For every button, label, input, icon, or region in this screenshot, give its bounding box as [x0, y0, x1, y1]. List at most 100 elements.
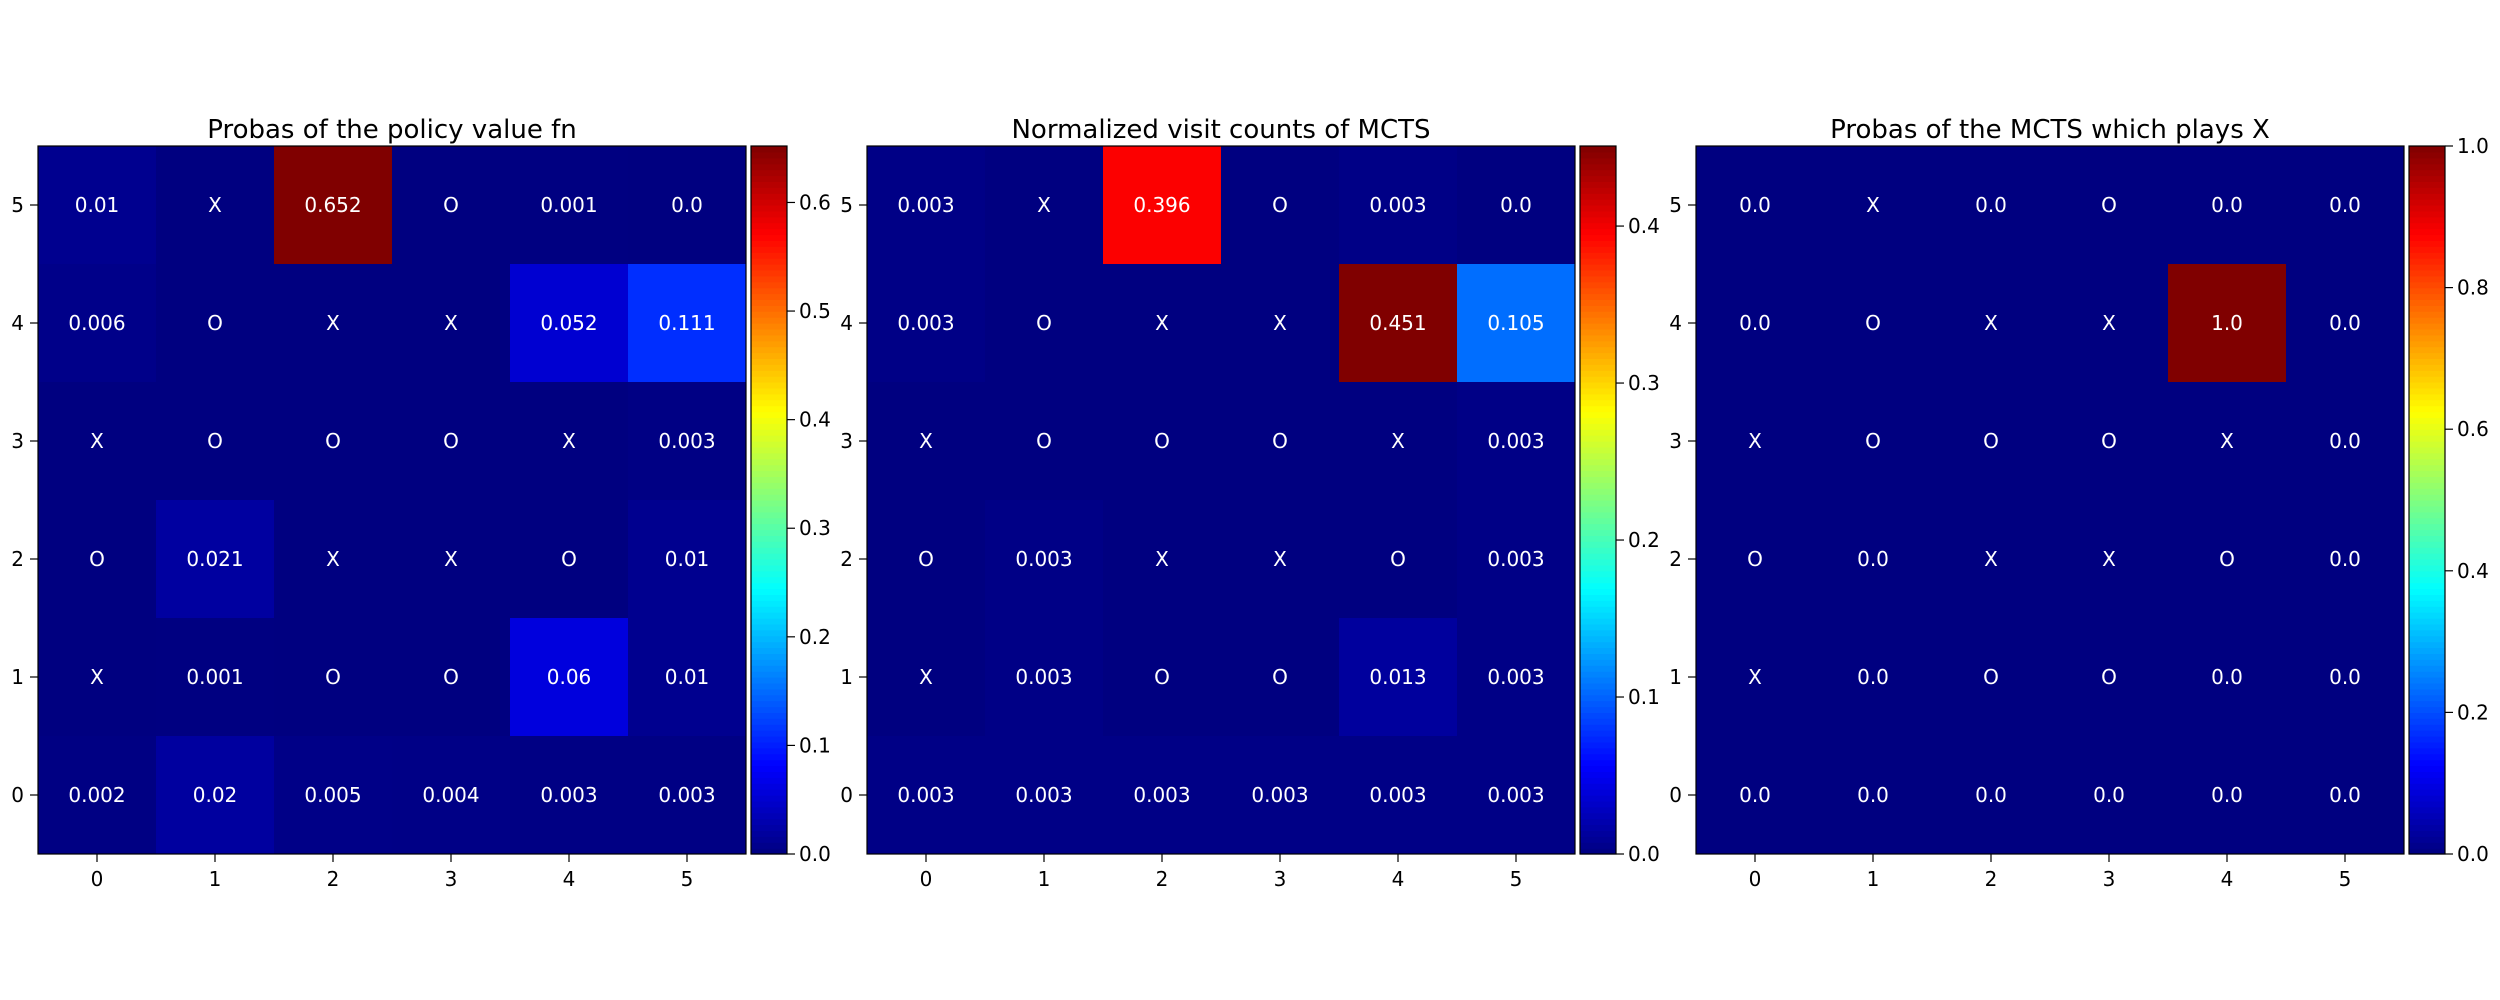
- heatmap-cell: [1339, 146, 1457, 264]
- heatmap-cell: [2168, 264, 2286, 382]
- cell-label: X: [326, 547, 340, 571]
- cell-label: 0.0: [2329, 783, 2361, 807]
- colorbar-segment: [1580, 789, 1616, 796]
- cell-label: O: [1983, 665, 1999, 689]
- colorbar-segment: [751, 216, 787, 224]
- heatmap-cell: [510, 618, 628, 736]
- colorbar-segment: [1580, 529, 1616, 536]
- colorbar-segment: [751, 269, 787, 277]
- x-tick-label: 4: [1392, 867, 1405, 891]
- colorbar-segment: [2409, 848, 2445, 855]
- cell-label: 0.003: [1487, 665, 1544, 689]
- colorbar-segment: [751, 181, 787, 188]
- colorbar-segment: [1580, 305, 1616, 312]
- heatmap-cell: [867, 146, 985, 264]
- cell-label: X: [90, 665, 104, 689]
- heatmap-cell: [867, 618, 985, 736]
- colorbar-tick-label: 0.3: [799, 516, 831, 540]
- y-tick-label: 2: [840, 547, 853, 571]
- colorbar-segment: [1580, 830, 1616, 837]
- y-tick-label: 0: [840, 783, 853, 807]
- colorbar-segment: [1580, 411, 1616, 418]
- colorbar-segment: [751, 482, 787, 489]
- colorbar-segment: [1580, 399, 1616, 407]
- colorbar-segment: [2409, 600, 2445, 607]
- cell-label: O: [918, 547, 934, 571]
- colorbar-segment: [1580, 358, 1616, 365]
- colorbar-segment: [751, 777, 787, 784]
- y-tick-label: 2: [11, 547, 24, 571]
- y-tick-label: 5: [840, 193, 853, 217]
- colorbar-segment: [751, 671, 787, 678]
- heatmap-cell: [156, 500, 274, 618]
- colorbar-segment: [2409, 629, 2445, 637]
- cell-label: 0.006: [68, 311, 125, 335]
- heatmap-cell: [2050, 146, 2168, 264]
- y-tick-label: 1: [1669, 665, 1682, 689]
- heatmap-cell: [1339, 618, 1457, 736]
- colorbar-segment: [1580, 210, 1616, 218]
- colorbar-segment: [1580, 181, 1616, 188]
- colorbar-segment: [2409, 812, 2445, 820]
- colorbar-segment: [751, 759, 787, 767]
- cell-label: 0.003: [1251, 783, 1308, 807]
- colorbar-segment: [751, 488, 787, 495]
- cell-label: 0.0: [2329, 429, 2361, 453]
- colorbar-segment: [1580, 476, 1616, 483]
- cell-label: 0.0: [1975, 783, 2007, 807]
- colorbar-segment: [751, 417, 787, 424]
- colorbar-segment: [1580, 718, 1616, 725]
- colorbar-segment: [751, 305, 787, 312]
- heatmap-cell: [392, 382, 510, 500]
- colorbar-segment: [751, 311, 787, 318]
- cell-label: 0.01: [665, 547, 710, 571]
- cell-label: O: [89, 547, 105, 571]
- x-tick-label: 4: [563, 867, 576, 891]
- x-tick-label: 5: [2339, 867, 2352, 891]
- colorbar-segment: [1580, 328, 1616, 336]
- colorbar-segment: [1580, 370, 1616, 377]
- cell-label: O: [1983, 429, 1999, 453]
- y-tick-label: 3: [840, 429, 853, 453]
- colorbar-segment: [2409, 606, 2445, 613]
- cell-label: O: [207, 311, 223, 335]
- cell-label: 0.396: [1133, 193, 1190, 217]
- colorbar-segment: [751, 429, 787, 436]
- colorbar-frame: [2408, 145, 2446, 855]
- colorbar-segment: [2409, 423, 2445, 430]
- y-tick-label: 4: [840, 311, 853, 335]
- colorbar-segment: [2409, 736, 2445, 743]
- colorbar-segment: [2409, 612, 2445, 619]
- colorbar-segment: [2409, 246, 2445, 253]
- colorbar-segment: [1580, 269, 1616, 277]
- heatmap-cell: [985, 618, 1103, 736]
- colorbar-segment: [2409, 169, 2445, 177]
- colorbar-segment: [2409, 358, 2445, 365]
- chart-title: Probas of the policy value fn: [207, 115, 576, 145]
- colorbar-segment: [1580, 146, 1616, 153]
- colorbar-segment: [1580, 258, 1616, 265]
- cell-label: 0.003: [897, 193, 954, 217]
- colorbar-segment: [751, 682, 787, 690]
- colorbar-tick-label: 0.8: [2457, 276, 2489, 300]
- cell-label: 0.003: [1015, 547, 1072, 571]
- colorbar-segment: [751, 323, 787, 330]
- colorbar-segment: [751, 435, 787, 442]
- colorbar-frame: [1579, 145, 1617, 855]
- colorbar-segment: [2409, 157, 2445, 165]
- heatmap-cell: [1814, 736, 1932, 854]
- colorbar-segment: [751, 576, 787, 584]
- colorbar-segment: [1580, 564, 1616, 572]
- heatmap-cell: [38, 146, 156, 264]
- heatmap-cell: [1696, 382, 1814, 500]
- colorbar-segment: [751, 741, 787, 749]
- colorbar-segment: [2409, 323, 2445, 330]
- colorbar-segment: [751, 387, 787, 395]
- cell-label: O: [1154, 429, 1170, 453]
- heatmap-cell: [510, 500, 628, 618]
- cell-label: 0.0: [2211, 193, 2243, 217]
- colorbar-segment: [2409, 559, 2445, 566]
- cell-label: 0.052: [540, 311, 597, 335]
- colorbar-segment: [751, 281, 787, 289]
- colorbar-segment: [2409, 470, 2445, 477]
